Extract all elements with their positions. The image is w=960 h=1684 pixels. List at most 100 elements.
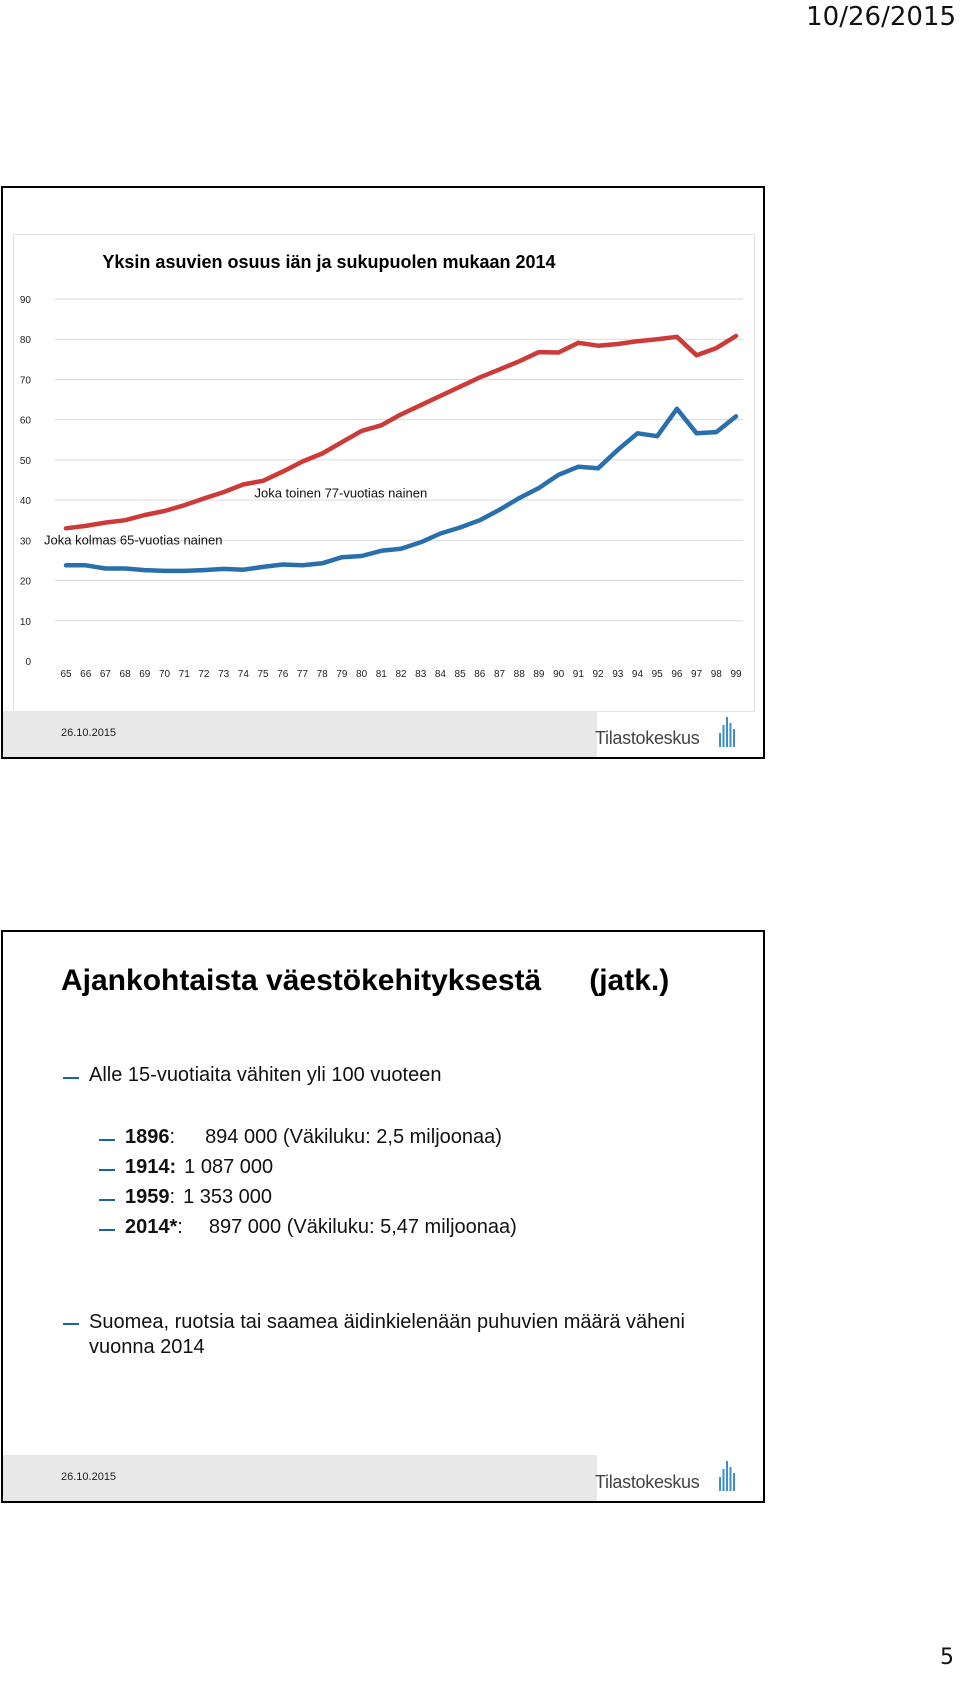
footer-date: 26.10.2015: [61, 727, 117, 739]
logo-bars-icon: [719, 1461, 735, 1491]
value-text: 897 000 (Väkiluku: 5,47 miljoonaa): [208, 1216, 517, 1238]
x-tick-label: 82: [395, 669, 407, 680]
bullet-dash-icon: [63, 1323, 79, 1325]
x-tick-label: 75: [257, 669, 269, 680]
page-number: 5: [940, 1645, 954, 1670]
x-tick-label: 76: [277, 669, 289, 680]
year-label: 2014*: [125, 1216, 178, 1238]
sub-dash-icon: [99, 1199, 115, 1201]
x-tick-label: 65: [60, 669, 72, 680]
sub-dash-icon: [99, 1229, 115, 1231]
value-text: 894 000 (Väkiluku: 2,5 miljoonaa): [205, 1126, 502, 1148]
y-tick-label: 60: [20, 416, 32, 427]
x-tick-label: 92: [592, 669, 604, 680]
x-tick-label: 89: [533, 669, 545, 680]
x-tick-label: 70: [159, 669, 171, 680]
slide-footer: 26.10.2015 Tilastokeskus: [3, 711, 763, 757]
x-tick-label: 73: [218, 669, 230, 680]
bullet-1: Alle 15-vuotiaita vähiten yli 100 vuotee…: [89, 1064, 442, 1086]
series-line-1: [63, 406, 739, 574]
bullet-2: Suomea, ruotsia tai saamea äidinkielenää…: [89, 1311, 685, 1358]
x-tick-label: 98: [711, 669, 723, 680]
slide-chart: Yksin asuvien osuus iän ja sukupuolen mu…: [1, 186, 765, 759]
title-main: Ajankohtaista väestökehityksestä: [61, 964, 542, 997]
annotations: Joka kolmas 65-vuotias nainen Joka toinen…: [44, 485, 427, 547]
x-tick-label: 96: [671, 669, 683, 680]
year-sep: :: [169, 1186, 176, 1208]
y-tick-label: 70: [20, 375, 32, 386]
x-tick-label: 67: [100, 669, 112, 680]
y-tick-label: 30: [20, 536, 32, 547]
x-tick-label: 81: [376, 669, 388, 680]
year-label: 1896: [125, 1126, 170, 1148]
year-sep: :: [169, 1126, 176, 1148]
year-sep: :: [177, 1216, 183, 1238]
x-tick-label: 87: [494, 669, 506, 680]
slide-footer: 26.10.2015 Tilastokeskus: [3, 1455, 763, 1501]
sub-bullet-1959: 1959: 1 353 000: [125, 1186, 272, 1209]
y-axis-ticks: 0 10 20 30 40 50 60 70 80 90: [20, 295, 32, 668]
value-text: 1 353 000: [183, 1186, 273, 1208]
year-label: 1914:: [125, 1156, 177, 1178]
x-tick-label: 66: [80, 669, 92, 680]
footer-bar: [3, 711, 597, 757]
value-text: 1 087 000: [184, 1156, 274, 1178]
x-tick-label: 93: [612, 669, 624, 680]
line-chart: Yksin asuvien osuus iän ja sukupuolen mu…: [13, 234, 755, 712]
y-tick-label: 20: [20, 577, 32, 588]
chart-annotation: Joka toinen 77-vuotias nainen: [254, 485, 427, 500]
page-date: 10/26/2015: [806, 2, 956, 32]
x-tick-label: 79: [336, 669, 348, 680]
y-tick-label: 50: [20, 456, 32, 467]
sub-dash-icon: [99, 1139, 115, 1141]
x-tick-label: 84: [435, 669, 447, 680]
x-tick-label: 95: [652, 669, 664, 680]
sub-bullet-2014: 2014*: 897 000 (Väkiluku: 5,47 miljoonaa): [125, 1216, 517, 1239]
series-line-0: [63, 333, 739, 531]
x-tick-label: 69: [139, 669, 151, 680]
footer-bar: [3, 1455, 597, 1501]
x-tick-label: 88: [514, 669, 526, 680]
x-tick-label: 72: [198, 669, 210, 680]
x-tick-label: 97: [691, 669, 703, 680]
sub-dash-icon: [99, 1169, 115, 1171]
y-tick-label: 40: [20, 496, 32, 507]
x-tick-label: 74: [238, 669, 250, 680]
x-tick-label: 99: [730, 669, 742, 680]
x-tick-label: 71: [179, 669, 191, 680]
year-label: 1959: [125, 1186, 170, 1208]
gridlines: [55, 298, 743, 622]
chart-area: Yksin asuvien osuus iän ja sukupuolen mu…: [13, 234, 755, 712]
x-axis-ticks: 65 66 67 68 69 70 71 72 73 74 75 76 77 78 79 80 81 82 83 84…: [60, 669, 742, 680]
x-tick-label: 86: [474, 669, 486, 680]
chart-annotation: Joka kolmas 65-vuotias nainen: [44, 532, 223, 547]
chart-border: [13, 234, 755, 712]
footer-date: 26.10.2015: [61, 1471, 117, 1483]
logo-text: Tilastokeskus: [595, 1472, 700, 1492]
sub-bullet-1914: 1914: 1 087 000: [125, 1156, 273, 1179]
x-tick-label: 83: [415, 669, 427, 680]
tilastokeskus-logo: Tilastokeskus: [595, 715, 735, 751]
sub-bullet-1896: 1896: 894 000 (Väkiluku: 2,5 miljoonaa): [125, 1126, 502, 1149]
chart-title: Yksin asuvien osuus iän ja sukupuolen mu…: [102, 252, 555, 272]
x-tick-label: 85: [455, 669, 467, 680]
slide-text: Ajankohtaista väestökehityksestä (jatk.) …: [1, 930, 765, 1503]
series-lines: [63, 333, 739, 574]
x-tick-label: 80: [356, 669, 368, 680]
x-tick-label: 94: [632, 669, 644, 680]
logo-text: Tilastokeskus: [595, 728, 700, 748]
bullet-dash-icon: [63, 1077, 79, 1079]
y-tick-label: 80: [20, 335, 32, 346]
logo-bars-icon: [719, 717, 735, 747]
y-tick-label: 10: [20, 617, 32, 628]
y-tick-label: 90: [20, 295, 32, 306]
x-tick-label: 68: [120, 669, 132, 680]
y-tick-label: 0: [25, 657, 31, 668]
x-tick-label: 77: [297, 669, 309, 680]
slide-title: Ajankohtaista väestökehityksestä (jatk.): [61, 964, 669, 998]
tilastokeskus-logo: Tilastokeskus: [595, 1459, 735, 1495]
x-tick-label: 90: [553, 669, 565, 680]
title-continued: (jatk.): [589, 964, 670, 997]
x-tick-label: 91: [573, 669, 585, 680]
x-tick-label: 78: [317, 669, 329, 680]
